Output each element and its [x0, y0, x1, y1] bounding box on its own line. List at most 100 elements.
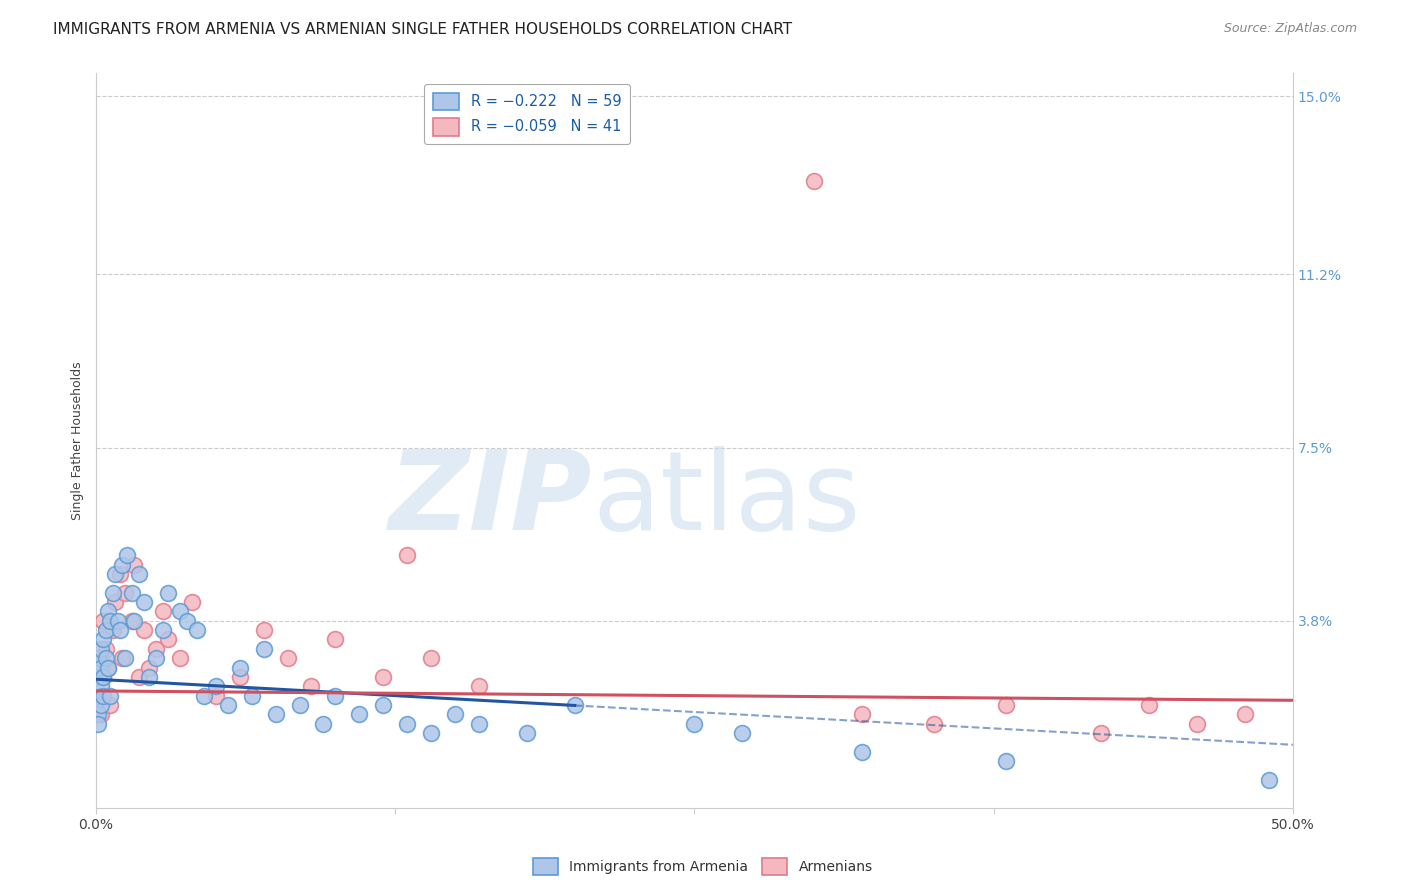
Point — [1258, 772, 1281, 787]
Point — [325, 632, 347, 647]
Point — [301, 679, 323, 693]
Point — [101, 585, 124, 599]
Point — [420, 726, 443, 740]
Point — [91, 614, 114, 628]
Point — [228, 670, 250, 684]
Point — [97, 660, 120, 674]
Point — [90, 651, 112, 665]
Point — [312, 716, 335, 731]
Point — [87, 707, 110, 722]
Point — [145, 651, 167, 665]
Point — [193, 689, 215, 703]
Point — [204, 679, 226, 693]
Point — [100, 689, 122, 703]
Point — [111, 558, 134, 572]
Point — [683, 716, 706, 731]
Point — [104, 566, 127, 581]
Point — [156, 632, 179, 647]
Point — [1090, 726, 1112, 740]
Point — [396, 548, 419, 562]
Point — [111, 651, 134, 665]
Point — [91, 632, 114, 647]
Legend: Immigrants from Armenia, Armenians: Immigrants from Armenia, Armenians — [527, 853, 879, 880]
Point — [240, 689, 263, 703]
Point — [922, 716, 945, 731]
Point — [468, 716, 491, 731]
Point — [420, 651, 443, 665]
Point — [152, 604, 174, 618]
Point — [180, 595, 202, 609]
Point — [107, 614, 129, 628]
Point — [124, 614, 146, 628]
Point — [87, 670, 110, 684]
Point — [252, 641, 274, 656]
Point — [90, 641, 112, 656]
Point — [1234, 707, 1257, 722]
Point — [114, 651, 136, 665]
Point — [277, 651, 299, 665]
Point — [169, 604, 191, 618]
Point — [288, 698, 311, 712]
Point — [128, 566, 150, 581]
Text: IMMIGRANTS FROM ARMENIA VS ARMENIAN SINGLE FATHER HOUSEHOLDS CORRELATION CHART: IMMIGRANTS FROM ARMENIA VS ARMENIAN SING… — [53, 22, 793, 37]
Point — [114, 585, 136, 599]
Point — [204, 689, 226, 703]
Point — [87, 689, 110, 703]
Point — [851, 707, 873, 722]
Point — [169, 651, 191, 665]
Text: Source: ZipAtlas.com: Source: ZipAtlas.com — [1223, 22, 1357, 36]
Point — [138, 670, 160, 684]
Point — [396, 716, 419, 731]
Point — [145, 641, 167, 656]
Point — [101, 623, 124, 637]
Point — [132, 595, 155, 609]
Point — [1185, 716, 1208, 731]
Point — [87, 651, 110, 665]
Text: ZIP: ZIP — [389, 446, 593, 553]
Point — [100, 614, 122, 628]
Point — [128, 670, 150, 684]
Point — [186, 623, 208, 637]
Point — [152, 623, 174, 637]
Point — [994, 698, 1017, 712]
Point — [108, 623, 131, 637]
Point — [564, 698, 586, 712]
Point — [91, 670, 114, 684]
Text: atlas: atlas — [593, 446, 862, 553]
Point — [252, 623, 274, 637]
Point — [124, 558, 146, 572]
Point — [516, 726, 538, 740]
Point — [373, 670, 395, 684]
Point — [91, 670, 114, 684]
Point — [176, 614, 198, 628]
Point — [121, 585, 143, 599]
Point — [90, 679, 112, 693]
Point — [156, 585, 179, 599]
Point — [851, 745, 873, 759]
Point — [138, 660, 160, 674]
Point — [228, 660, 250, 674]
Point — [87, 716, 110, 731]
Point — [87, 689, 110, 703]
Point — [90, 660, 112, 674]
Point — [264, 707, 287, 722]
Point — [94, 623, 117, 637]
Legend: R = −0.222   N = 59, R = −0.059   N = 41: R = −0.222 N = 59, R = −0.059 N = 41 — [423, 84, 630, 145]
Point — [100, 698, 122, 712]
Point — [132, 623, 155, 637]
Point — [325, 689, 347, 703]
Point — [994, 754, 1017, 768]
Point — [468, 679, 491, 693]
Point — [1137, 698, 1160, 712]
Point — [373, 698, 395, 712]
Point — [217, 698, 239, 712]
Point — [349, 707, 371, 722]
Point — [97, 660, 120, 674]
Point — [121, 614, 143, 628]
Point — [731, 726, 754, 740]
Point — [444, 707, 467, 722]
Point — [91, 689, 114, 703]
Point — [108, 566, 131, 581]
Point — [94, 651, 117, 665]
Point — [104, 595, 127, 609]
